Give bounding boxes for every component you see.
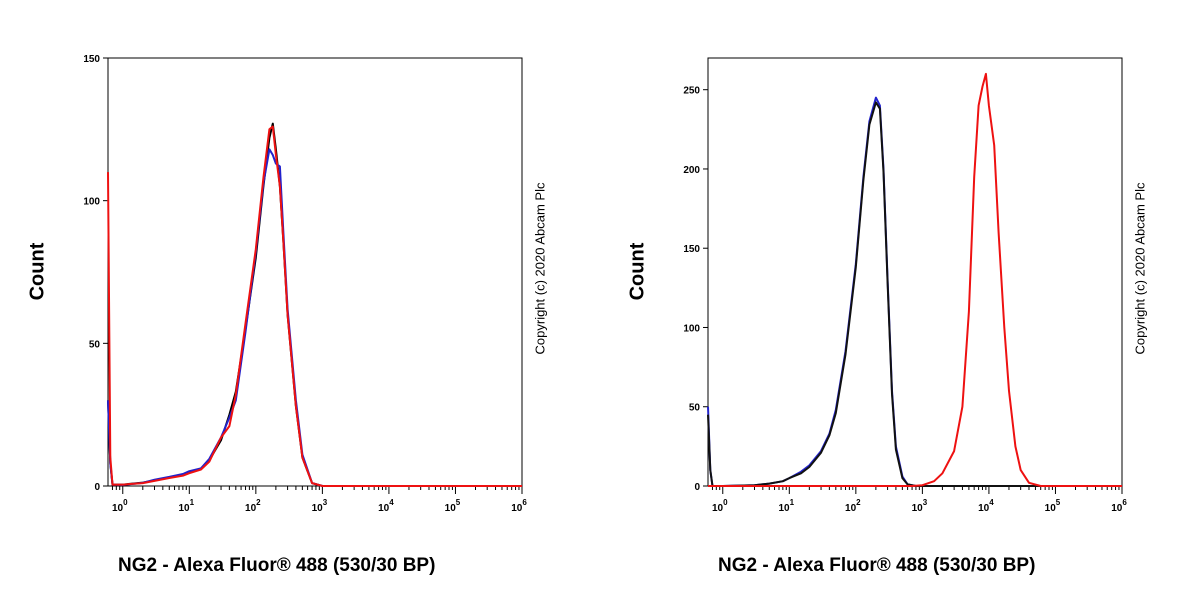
y-tick-label: 0 <box>694 482 700 493</box>
histogram-series-line <box>707 96 1122 487</box>
y-tick-label: 250 <box>683 86 700 97</box>
x-tick-label: 101 <box>779 498 795 514</box>
x-tick-label: 105 <box>1045 498 1061 514</box>
plot-frame <box>707 57 1123 487</box>
y-tick-label: 0 <box>94 482 100 493</box>
x-tick-label: 100 <box>112 498 128 514</box>
y-tick-label: 200 <box>683 165 700 176</box>
x-tick-label: 101 <box>179 498 195 514</box>
chart-panel-right: Count 0 50 100 150 200 250 100 101 102 103 104 105 1… <box>600 0 1200 600</box>
y-tick-label: 150 <box>83 54 100 65</box>
x-tick-label: 105 <box>445 498 461 514</box>
chart-panel-left: Count 0 50 100 150 100 101 102 103 104 105 106 Cop… <box>27 54 548 576</box>
copyright-annotation: Copyright (c) 2020 Abcam Plc <box>532 182 548 355</box>
x-tick-label: 103 <box>312 498 328 514</box>
x-axis-label: NG2 - Alexa Fluor® 488 (530/30 BP) <box>118 555 436 576</box>
x-tick-label: 102 <box>245 498 261 514</box>
x-tick-label: 103 <box>912 498 928 514</box>
x-tick-label: 104 <box>978 498 994 514</box>
histogram-series-line <box>107 125 522 487</box>
copyright-annotation: Copyright (c) 2020 Abcam Plc <box>1132 182 1148 355</box>
x-tick-label: 106 <box>511 498 527 514</box>
x-tick-label: 102 <box>845 498 861 514</box>
histogram-series-line <box>107 122 522 487</box>
x-axis-label: NG2 - Alexa Fluor® 488 (530/30 BP) <box>718 555 1036 576</box>
histogram-series-line <box>107 148 522 487</box>
histogram-series-line <box>708 72 1122 487</box>
histogram-plot-left: 0 50 100 150 100 101 102 103 104 105 106 <box>83 54 527 514</box>
y-tick-label: 150 <box>683 244 700 255</box>
x-tick-label: 106 <box>1111 498 1127 514</box>
x-tick-label: 104 <box>378 498 394 514</box>
y-tick-label: 50 <box>689 403 701 414</box>
y-tick-label: 50 <box>89 339 101 350</box>
plot-frame <box>107 57 523 487</box>
histogram-series-line <box>707 101 1122 487</box>
y-tick-label: 100 <box>683 323 700 334</box>
y-tick-label: 100 <box>83 197 100 208</box>
x-tick-label: 100 <box>712 498 728 514</box>
histogram-plot-right: 0 50 100 150 200 250 100 101 102 103 104 105 106 <box>683 57 1127 514</box>
